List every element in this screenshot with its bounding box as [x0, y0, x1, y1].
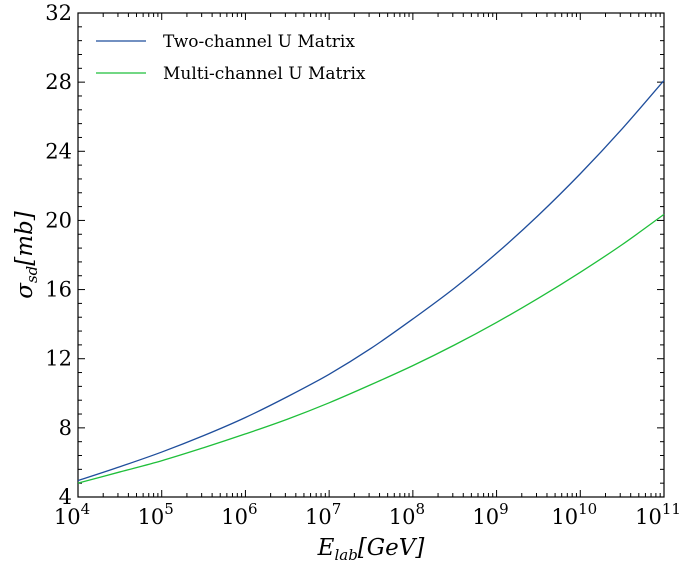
x-tick-label: 108 [389, 500, 425, 529]
series-line-two-channel [77, 79, 665, 482]
x-tick-label: 106 [221, 500, 257, 529]
y-tick-label: 20 [45, 208, 72, 232]
y-tick-label: 4 [59, 485, 72, 509]
y-axis-label: σsd[mb] [12, 211, 41, 299]
y-axis-label-sub: sd [23, 266, 41, 283]
axis-ticks [77, 12, 665, 498]
legend-label-multi-channel: Multi-channel U Matrix [163, 64, 366, 84]
x-axis-label-sub: lab [334, 546, 357, 563]
y-tick-label: 28 [45, 70, 72, 94]
y-tick-label: 24 [45, 139, 72, 163]
x-axis-label: Elab[GeV] [317, 535, 425, 563]
x-tick-label: 107 [305, 500, 341, 529]
series-line-multi-channel [77, 213, 665, 484]
y-axis-label-unit: [mb] [12, 211, 38, 266]
y-tick-label: 16 [45, 278, 72, 302]
x-axis-label-unit: [GeV] [358, 535, 425, 561]
legend-label-two-channel: Two-channel U Matrix [163, 32, 355, 52]
series-layer [77, 79, 665, 484]
x-tick-label: 109 [472, 500, 508, 529]
x-tick-label: 104 [54, 500, 90, 529]
legend: Two-channel U Matrix Multi-channel U Mat… [96, 32, 366, 84]
plot-frame [77, 12, 665, 498]
y-tick-label: 8 [59, 416, 72, 440]
y-tick-label: 32 [45, 1, 72, 25]
tick-labels: 104 105 106 107 108 109 1010 1011 4 8 12 16 20 24 28 32 [45, 1, 681, 529]
y-tick-label: 12 [45, 347, 72, 371]
x-tick-label: 1010 [551, 500, 597, 529]
x-tick-label: 1011 [635, 500, 681, 529]
x-tick-label: 105 [138, 500, 174, 529]
